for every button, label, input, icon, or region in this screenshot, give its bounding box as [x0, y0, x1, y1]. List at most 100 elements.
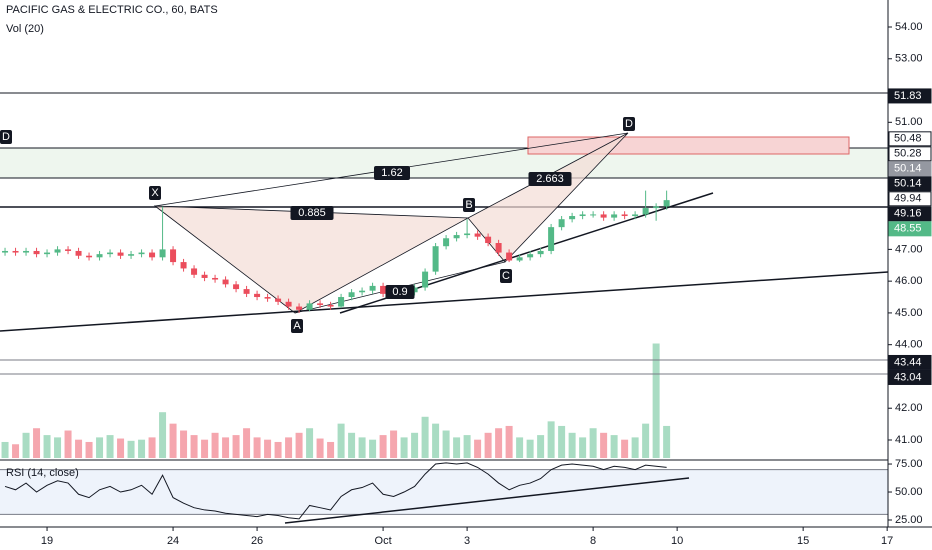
candle-body	[621, 214, 628, 217]
point-label: D	[625, 118, 633, 130]
volume-bar	[159, 412, 167, 458]
volume-bar	[33, 428, 41, 458]
price-label-box	[888, 131, 932, 147]
volume-bar	[295, 432, 303, 458]
x-tick-label: 24	[167, 535, 179, 547]
volume-bar	[579, 437, 587, 458]
volume-bar	[610, 435, 618, 458]
y-tick-label: 41.00	[895, 434, 923, 446]
y-tick-label: 47.00	[895, 243, 923, 255]
volume-bar	[642, 423, 650, 458]
price-label-box	[888, 176, 932, 192]
volume-bar	[568, 432, 576, 458]
x-tick-label: 8	[590, 535, 596, 547]
volume-bar	[348, 432, 356, 458]
x-tick-label: Oct	[375, 535, 392, 547]
x-tick-label: 19	[41, 535, 53, 547]
candle-body	[44, 252, 51, 255]
volume-bar	[379, 435, 387, 458]
candle-body	[474, 233, 481, 237]
candle-body	[579, 214, 586, 217]
volume-bar	[285, 437, 293, 458]
candle-body	[12, 250, 19, 253]
volume-bar	[243, 428, 251, 458]
ratio-label: 0.885	[298, 207, 326, 219]
point-badge	[463, 198, 475, 212]
candle-body	[33, 250, 40, 255]
volume-bar	[22, 432, 30, 458]
volume-bar	[537, 435, 545, 458]
volume-bar	[421, 416, 429, 458]
y-tick-label: 53.00	[895, 53, 923, 65]
candle-body	[222, 279, 229, 285]
candle-body	[516, 257, 523, 261]
point-badge	[623, 117, 635, 131]
volume-bar	[43, 435, 51, 458]
candle-body	[380, 285, 387, 294]
volume-bar	[75, 439, 83, 458]
candle-body	[191, 268, 198, 275]
candle-body	[506, 252, 513, 261]
candle-body	[422, 271, 429, 288]
volume-bar	[505, 425, 513, 458]
price-label: 51.83	[894, 90, 922, 102]
volume-bar	[306, 428, 314, 458]
candle-body	[54, 249, 61, 253]
candle-body	[233, 284, 240, 290]
volume-bar	[106, 435, 114, 458]
volume-bar	[190, 435, 198, 458]
candle-body	[128, 254, 135, 256]
price-label: 48.55	[894, 223, 922, 235]
volume-bar	[547, 421, 555, 458]
volume-bar	[85, 441, 93, 458]
candle-body	[170, 249, 177, 263]
price-label: 50.48	[894, 133, 922, 145]
candle-body	[254, 293, 261, 298]
candle-body	[443, 238, 450, 247]
candle-body	[558, 219, 565, 228]
point-badge	[291, 319, 303, 333]
point-label: X	[151, 187, 159, 199]
volume-bar	[369, 439, 377, 458]
rsi-tick-label: 50.00	[895, 486, 923, 498]
price-label: 50.14	[894, 178, 922, 190]
candle-body	[23, 250, 30, 253]
volume-bar	[12, 444, 20, 458]
volume-bar	[600, 432, 608, 458]
x-tick-label: 10	[671, 535, 683, 547]
price-label-box	[888, 221, 932, 237]
x-tick-label: 15	[797, 535, 809, 547]
volume-bar	[474, 439, 482, 458]
volume-bar	[327, 441, 335, 458]
candle-body	[642, 208, 649, 215]
trend-line	[0, 271, 889, 332]
y-tick-label: 51.00	[895, 116, 923, 128]
trend-line	[284, 477, 690, 524]
volume-bar	[390, 430, 398, 458]
price-label: 50.28	[894, 148, 922, 160]
candle-body	[600, 214, 607, 218]
candle-body	[159, 249, 166, 258]
volume-bar	[432, 423, 440, 458]
candle-body	[86, 255, 93, 258]
volume-bar	[316, 438, 324, 458]
candle-body	[285, 301, 292, 307]
candle-body	[327, 304, 334, 307]
candle-body	[453, 235, 460, 239]
x-tick-label: 3	[464, 535, 470, 547]
price-label-box	[888, 354, 932, 370]
candle-body	[348, 292, 355, 298]
volume-bar	[589, 428, 597, 458]
candle-body	[537, 250, 544, 255]
volume-bar	[253, 437, 261, 458]
point-label: B	[465, 199, 472, 211]
y-tick-label: 44.00	[895, 339, 923, 351]
price-label-box	[888, 146, 932, 162]
volume-bar	[411, 432, 419, 458]
rsi-label: RSI (14, close)	[6, 467, 79, 479]
candle-body	[527, 254, 534, 258]
candle-body	[464, 233, 471, 236]
volume-bar	[117, 438, 125, 458]
candle-body	[296, 306, 303, 310]
